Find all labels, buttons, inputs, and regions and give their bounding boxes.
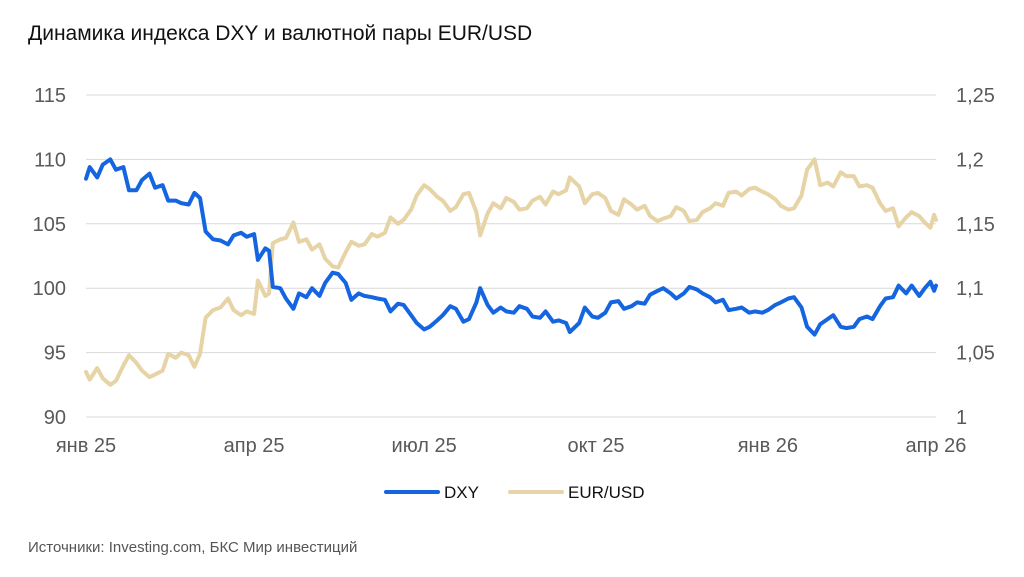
- chart-svg: 90 95 100 105 110 115 1 1,05 1,1 1,15 1,2 1,25 янв…: [33, 85, 995, 502]
- left-y-axis: 90 95 100 105 110 115: [33, 85, 66, 429]
- chart-title: Динамика индекса DXY и валютной пары EUR…: [28, 22, 533, 45]
- series-line-dxy: [84, 157, 938, 337]
- x-tick-label: апр 26: [906, 435, 967, 457]
- x-tick-label: окт 25: [567, 435, 624, 457]
- right-tick-label: 1: [956, 407, 967, 429]
- right-tick-label: 1,1: [956, 278, 984, 300]
- right-tick-label: 1,15: [956, 214, 995, 236]
- right-tick-label: 1,2: [956, 149, 984, 171]
- legend-label: EUR/USD: [568, 483, 645, 502]
- x-axis: янв 25 апр 25 июл 25 окт 25 янв 26 апр 26: [56, 435, 967, 457]
- x-tick-label: янв 26: [738, 435, 798, 457]
- legend: DXY EUR/USD: [384, 483, 645, 502]
- x-tick-label: апр 25: [224, 435, 285, 457]
- left-tick-label: 110: [34, 149, 66, 171]
- left-tick-label: 90: [44, 407, 66, 429]
- right-tick-label: 1,25: [956, 85, 995, 107]
- left-tick-label: 105: [33, 214, 66, 236]
- left-tick-label: 95: [44, 343, 66, 365]
- source-note: Источники: Investing.com, БКС Мир инвест…: [28, 539, 358, 556]
- x-tick-label: июл 25: [392, 435, 457, 457]
- series-line-eur-usd: [84, 157, 938, 387]
- right-y-axis: 1 1,05 1,1 1,15 1,2 1,25: [956, 85, 995, 429]
- right-tick-label: 1,05: [956, 343, 995, 365]
- grid-lines: [86, 94, 936, 418]
- x-tick-label: янв 25: [56, 435, 116, 457]
- legend-label: DXY: [444, 483, 479, 502]
- left-tick-label: 115: [34, 85, 66, 107]
- left-tick-label: 100: [33, 278, 66, 300]
- series-lines: [84, 157, 938, 387]
